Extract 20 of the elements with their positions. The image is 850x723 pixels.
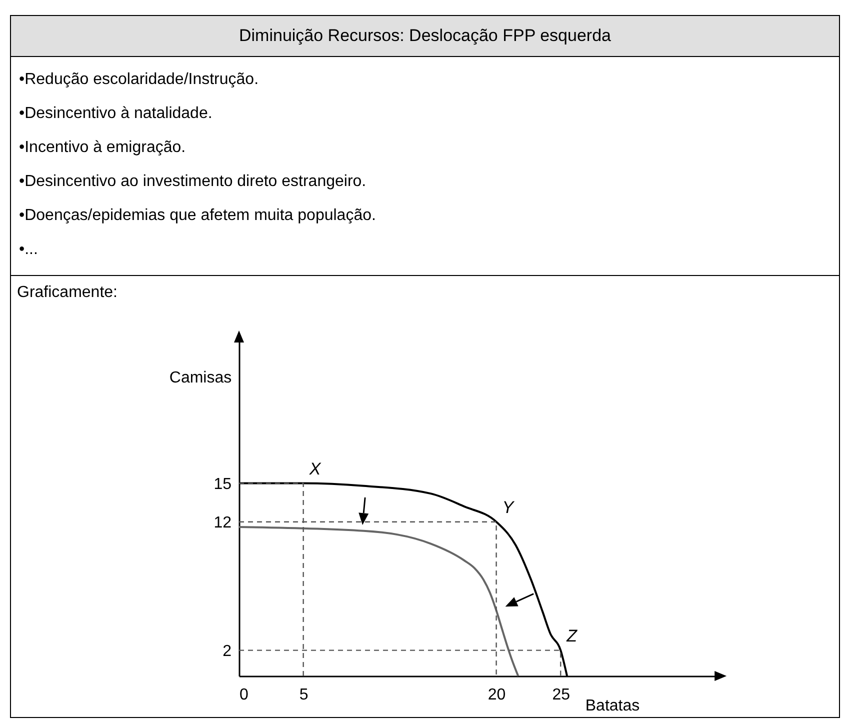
x-tick-label: 0 — [240, 686, 248, 704]
y-tick-label: 12 — [214, 514, 232, 532]
annotation: X — [308, 459, 322, 478]
text: •Redução escolaridade/Instrução. — [19, 70, 260, 90]
x-tick-label: 20 — [488, 686, 506, 704]
annotation: Y — [502, 498, 516, 517]
text: •... — [19, 240, 39, 260]
x-tick-label: 25 — [552, 686, 570, 704]
text: •Desincentivo ao investimento direto estrangeiro. — [19, 172, 368, 192]
text: Graficamente: — [16, 283, 118, 303]
annotation: Z — [566, 626, 578, 646]
x-axis-title: Batatas — [585, 698, 640, 714]
text: •Incentivo à emigração. — [19, 138, 187, 158]
y-tick-label: 2 — [222, 642, 232, 660]
text: •Doenças/epidemias que afetem muita população. — [19, 206, 377, 226]
text: •Desincentivo à natalidade. — [19, 104, 214, 124]
chart-title: Diminuição Recursos: Deslocação FPP esquerda — [11, 16, 839, 57]
y-tick-label: 15 — [214, 476, 232, 493]
y-axis-title: Camisas — [169, 370, 232, 386]
x-tick-label: 5 — [299, 686, 308, 704]
